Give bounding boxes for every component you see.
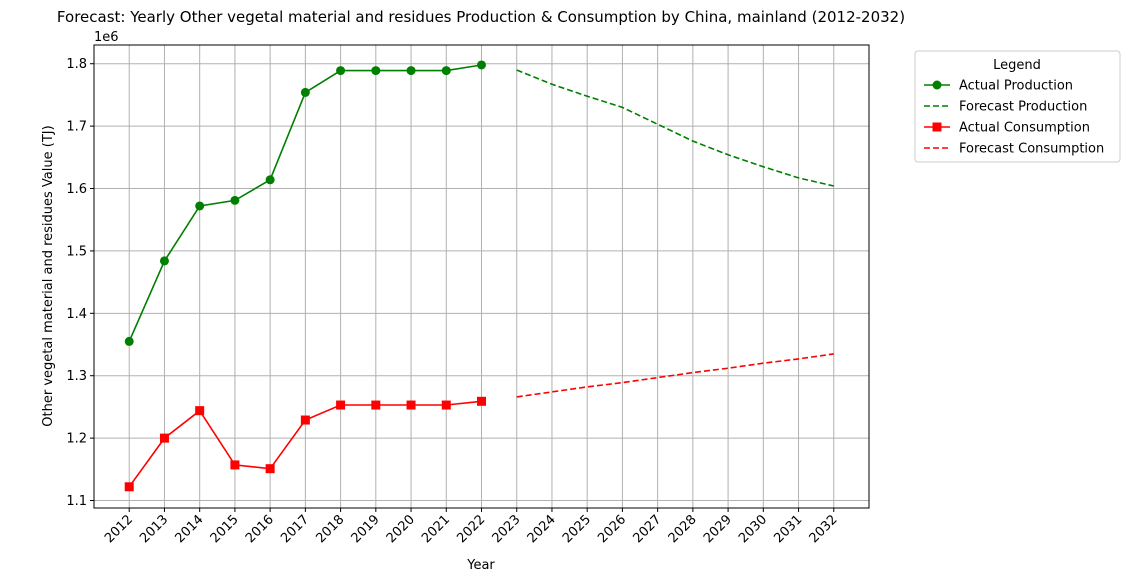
x-tick-label: 2019 [349, 512, 383, 546]
chart-title: Forecast: Yearly Other vegetal material … [57, 8, 905, 26]
actual-production-point [406, 66, 416, 76]
y-tick-label: 1.6 [66, 182, 87, 197]
legend: Legend Actual Production Forecast Product… [914, 50, 1121, 163]
y-tick-label: 1.2 [66, 432, 87, 447]
x-tick-label: 2026 [595, 512, 629, 546]
forecast-production-line [516, 69, 834, 187]
x-tick-label: 2012 [102, 512, 136, 546]
actual-consumption-point [336, 400, 346, 410]
y-tick-label: 1.8 [66, 57, 87, 72]
actual-consumption-point [195, 406, 205, 416]
actual-consumption-point [441, 400, 451, 410]
axis-ticks: 2012 2013 2014 2015 2016 2017 2018 2019 2020 2021… [66, 57, 840, 546]
grid [94, 45, 869, 508]
actual-consumption-point [371, 400, 381, 410]
x-tick-label: 2022 [454, 512, 488, 546]
actual-production-point [371, 66, 381, 76]
x-tick-label: 2025 [560, 512, 594, 546]
x-tick-label: 2029 [701, 512, 735, 546]
actual-consumption-legend-marker [932, 122, 942, 132]
y-tick-label: 1.4 [66, 307, 87, 322]
x-tick-label: 2030 [736, 512, 770, 546]
plot-series [124, 60, 834, 492]
x-tick-label: 2014 [173, 512, 207, 546]
x-tick-label: 2017 [278, 512, 312, 546]
actual-consumption-point [230, 460, 240, 470]
x-tick-label: 2028 [666, 512, 700, 546]
actual-consumption-point [124, 482, 134, 492]
y-tick-label: 1.1 [66, 494, 87, 509]
x-tick-label: 2020 [384, 512, 418, 546]
actual-consumption-point [159, 433, 169, 443]
x-tick-label: 2015 [208, 512, 242, 546]
x-tick-label: 2016 [243, 512, 277, 546]
actual-production-point [300, 87, 310, 97]
actual-production-point [195, 201, 205, 211]
y-tick-label: 1.5 [66, 244, 87, 259]
x-tick-label: 2032 [807, 512, 841, 546]
x-tick-label: 2018 [313, 512, 347, 546]
actual-production-point [159, 256, 169, 266]
x-tick-label: 2021 [419, 512, 453, 546]
forecast-production-legend-label: Forecast Production [959, 100, 1087, 115]
forecast-consumption-line [516, 353, 834, 398]
y-axis-label: Other vegetal material and residues Valu… [41, 125, 56, 426]
forecast-consumption-legend-label: Forecast Consumption [959, 142, 1104, 157]
actual-production-point [441, 66, 451, 76]
legend-title: Legend [993, 58, 1041, 73]
y-tick-label: 1.3 [66, 369, 87, 384]
actual-production-point [336, 66, 346, 76]
x-tick-label: 2023 [490, 512, 524, 546]
actual-consumption-point [300, 415, 310, 425]
actual-production-point [265, 175, 275, 185]
actual-consumption-point [406, 400, 416, 410]
x-axis-label: Year [466, 558, 495, 573]
x-tick-label: 2024 [525, 512, 559, 546]
actual-production-point [230, 195, 240, 205]
actual-production-legend-marker [932, 80, 942, 90]
x-tick-label: 2027 [630, 512, 664, 546]
actual-consumption-point [477, 396, 486, 406]
x-tick-label: 2031 [771, 512, 805, 546]
actual-consumption-point [265, 464, 275, 474]
y-tick-label: 1.7 [66, 120, 87, 135]
actual-production-point [124, 336, 134, 346]
actual-production-point [477, 60, 486, 70]
actual-consumption-legend-label: Actual Consumption [959, 121, 1090, 136]
legend-box [914, 50, 1121, 163]
x-tick-label: 2013 [137, 512, 171, 546]
y-offset-label: 1e6 [94, 30, 119, 45]
actual-production-legend-label: Actual Production [959, 79, 1073, 94]
